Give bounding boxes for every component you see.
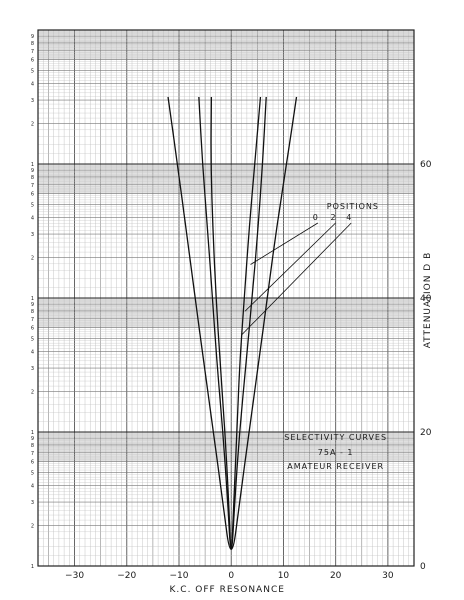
x-tick-label: −30 (65, 571, 84, 581)
decade-tick-label: 4 (31, 81, 34, 87)
decade-tick-label: 5 (31, 470, 34, 476)
leader-line-position-2 (244, 222, 336, 312)
chart-grid (37, 29, 415, 567)
x-tick-label: −10 (170, 571, 189, 581)
plot-frame (37, 29, 415, 567)
decade-tick-label: 6 (31, 460, 34, 466)
decade-tick-label: 6 (31, 58, 34, 64)
x-tick-label: 10 (278, 571, 290, 581)
selectivity-curve-position-2 (198, 96, 267, 550)
decade-tick-label: 9 (31, 34, 34, 40)
x-tick-label: −20 (117, 571, 136, 581)
decade-tick-label: 9 (31, 302, 34, 308)
decade-tick-label: 1 (31, 296, 34, 302)
decade-tick-label: 9 (31, 168, 34, 174)
legend-label-2: 2 (331, 213, 337, 222)
y-tick-label: 40 (420, 294, 432, 304)
decade-tick-label: 3 (31, 232, 34, 238)
x-axis-label: K.C. OFF RESONANCE (170, 585, 285, 595)
decade-tick-label: 1 (31, 162, 34, 168)
legend-leader-lines (241, 222, 352, 336)
decade-tick-label: 1 (31, 430, 34, 436)
legend-title: POSITIONS (327, 202, 379, 211)
decade-tick-label: 2 (31, 524, 34, 530)
decade-tick-label: 4 (31, 483, 34, 489)
decade-tick-label: 4 (31, 349, 34, 355)
chart-title-line-1: SELECTIVITY CURVES (284, 433, 387, 442)
x-tick-label: 0 (228, 571, 234, 581)
y-axis-label: ATTENUATION D B (423, 252, 433, 349)
selectivity-curves (167, 96, 298, 550)
x-tick-label: 30 (382, 571, 394, 581)
decade-tick-label: 5 (31, 202, 34, 208)
decade-tick-label: 9 (31, 436, 34, 442)
selectivity-curve-position-4 (167, 96, 298, 550)
decade-tick-label: 5 (31, 336, 34, 342)
decade-tick-label: 7 (31, 317, 34, 323)
x-tick-label: 20 (330, 571, 342, 581)
decade-tick-label: 3 (31, 366, 34, 372)
chart-title-line-3: AMATEUR RECEIVER (287, 462, 384, 471)
decade-tick-label: 2 (31, 256, 34, 262)
legend-label-4: 4 (346, 213, 352, 222)
leader-line-position-4 (241, 222, 352, 336)
legend-label-0: 0 (313, 213, 319, 222)
decade-tick-label: 4 (31, 215, 34, 221)
chart-axes: 1234567891234567891234567891234567890204… (31, 34, 432, 581)
decade-tick-label: 7 (31, 451, 34, 457)
decade-tick-label: 7 (31, 183, 34, 189)
decade-tick-label: 2 (31, 122, 34, 128)
decade-tick-label: 8 (31, 175, 34, 181)
decade-tick-label: 7 (31, 49, 34, 55)
chart-title-line-2: 75A - 1 (318, 448, 354, 457)
decade-tick-label: 8 (31, 309, 34, 315)
decade-tick-label: 2 (31, 390, 34, 396)
decade-tick-label: 8 (31, 41, 34, 47)
leader-line-position-0 (250, 222, 319, 265)
decade-tick-label: 1 (31, 564, 34, 570)
y-tick-label: 0 (420, 562, 426, 572)
decade-tick-label: 6 (31, 192, 34, 198)
y-tick-label: 20 (420, 428, 432, 438)
decade-tick-label: 3 (31, 98, 34, 104)
decade-tick-label: 5 (31, 68, 34, 74)
decade-tick-label: 6 (31, 326, 34, 332)
decade-tick-label: 8 (31, 443, 34, 449)
y-tick-label: 60 (420, 160, 432, 170)
decade-tick-label: 3 (31, 500, 34, 506)
